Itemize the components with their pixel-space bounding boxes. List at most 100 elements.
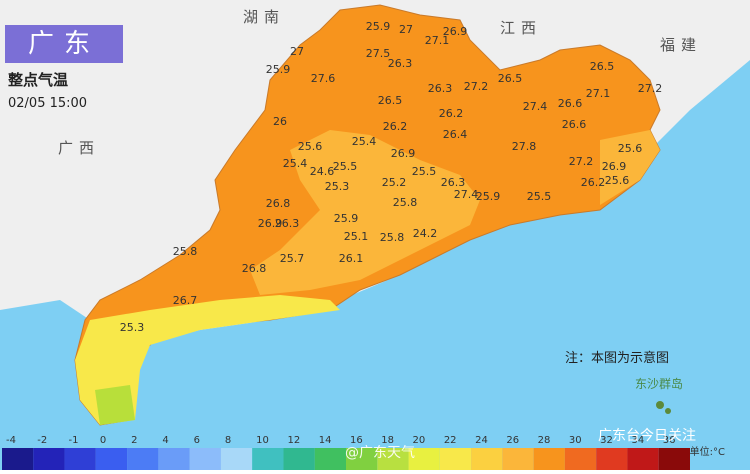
legend-swatch [564,448,597,470]
temperature: 26.7 [173,294,198,307]
temperature: 26.3 [441,176,466,189]
time: 02/05 15:00 [8,96,87,111]
legend-label: 24 [475,435,488,446]
neighbor-label: 广西 [58,139,100,157]
temperature: 25.9 [266,63,291,76]
legend-swatch [64,448,96,470]
temperature: 25.9 [476,190,501,203]
legend-label: 12 [287,435,300,446]
neighbor-label: 江西 [500,19,542,37]
island [656,401,664,409]
legend-label: 22 [444,435,457,446]
temperature: 26.1 [339,252,364,265]
temperature: 25.3 [325,180,350,193]
temperature: 25.6 [618,142,643,155]
temperature: 25.3 [120,321,145,334]
temperature: 25.5 [527,190,552,203]
legend-label: 18 [381,435,394,446]
legend-label: 30 [569,435,582,446]
temperature: 27.2 [569,155,594,168]
legend-swatch [189,448,221,470]
temperature: 25.6 [605,174,630,187]
temperature: 26.2 [581,176,606,189]
legend-swatch [377,448,409,470]
temperature: 26.9 [391,147,416,160]
neighbor-label: 湖南 [243,8,285,26]
legend-label: 8 [225,435,231,446]
legend-swatch [627,448,659,470]
temperature: 26.9 [443,25,468,38]
temperature: 27.8 [512,140,537,153]
temperature: 25.6 [298,140,323,153]
legend-label: 10 [256,435,269,446]
temperature: 25.2 [382,176,407,189]
legend-swatch [502,448,534,470]
legend-swatch [471,448,503,470]
temperature: 27.2 [638,82,663,95]
temperature: 25.8 [173,245,198,258]
temperature: 26.3 [388,57,413,70]
watermark: @广东天气 [345,445,415,461]
temperature: 26.6 [558,97,583,110]
temperature: 27.2 [464,80,489,93]
temperature: 27.1 [586,87,611,100]
temperature: 25.7 [280,252,305,265]
temperature: 26.9 [602,160,627,173]
legend-label: 4 [162,435,168,446]
temperature: 25.9 [366,20,391,33]
temperature: 27.5 [366,47,391,60]
temperature: 27 [290,45,304,58]
temperature: 26.5 [498,72,523,85]
temperature: 26.8 [242,262,267,275]
title-box [5,25,123,63]
temperature: 26.2 [383,120,408,133]
cool-zone [95,385,135,425]
islands-label: 东沙群岛 [635,376,683,391]
legend-swatch [658,448,690,470]
temperature: 24.2 [413,227,438,240]
temperature: 25.8 [393,196,418,209]
legend-label: 6 [194,435,200,446]
legend-label: 16 [350,435,363,446]
temperature: 27.4 [454,188,479,201]
legend-label: 36 [663,435,676,446]
temperature-labels: 25.9 27 26.927.127 27.526.325.927.626.3 27.2… [120,20,663,334]
legend-label: 2 [131,435,137,446]
warm-zone [250,130,480,295]
temperature: 24.6 [310,165,335,178]
temperature: 25.4 [352,135,377,148]
temperature: 25.4 [283,157,308,170]
legend-label: -4 [6,435,16,446]
temperature: 25.5 [412,165,437,178]
temperature: 26.2 [439,107,464,120]
temperature: 25.5 [333,160,358,173]
temperature: 26.5 [590,60,615,73]
legend-label: -1 [69,435,79,446]
legend-swatch [283,448,315,470]
temperature: 27.4 [523,100,548,113]
legend-label: 34 [631,435,644,446]
legend-label: -2 [37,435,47,446]
legend-swatch [33,448,65,470]
legend: -4 -2 -1 0 2 4 6 8 10 12 14 16 18 20 22 24 26 28 30 32 34 36 [2,435,690,470]
legend-swatch [158,448,190,470]
legend-label: 14 [319,435,332,446]
temperature: 27 [399,23,413,36]
temperature: 26 [273,115,287,128]
temperature: 26.3 [275,217,300,230]
legend-swatch [127,448,159,470]
temperature: 26.5 [378,94,403,107]
temperature: 25.1 [344,230,369,243]
legend-label: 0 [100,435,106,446]
warm-zone [600,130,660,205]
temperature: 26.8 [266,197,291,210]
legend-label: 20 [413,435,426,446]
temperature: 25.8 [380,231,405,244]
legend-swatch [346,448,378,470]
temperature: 26.3 [428,82,453,95]
subtitle: 整点气温 [8,71,68,89]
temperature: 27.6 [311,72,336,85]
legend-swatch [439,448,472,470]
note: 注：本图为示意图 [565,350,669,366]
